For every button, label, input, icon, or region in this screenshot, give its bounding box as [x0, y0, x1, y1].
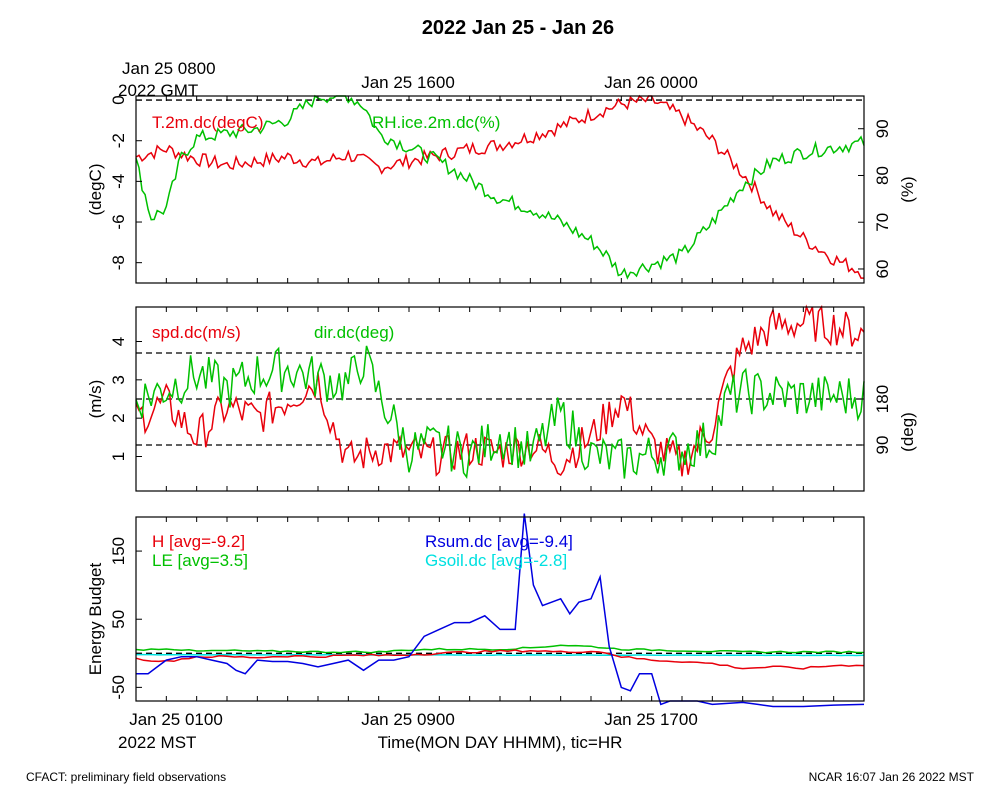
series-label-humidity: RH.ice.2m.dc(%) [372, 113, 500, 132]
y-tick-label: 2 [109, 413, 128, 422]
series-line-t-2m-dc-degc [135, 94, 864, 279]
y-tick-label: 1 [109, 452, 128, 461]
series-label-temperature: T.2m.dc(degC) [152, 113, 263, 132]
bottom-axis-tick-label: Jan 25 0100 [129, 710, 223, 729]
series-line-h [135, 649, 865, 670]
y-tick-label: -50 [109, 675, 128, 700]
y-tick-label-right: 180 [873, 385, 892, 413]
footer-right-note: NCAR 16:07 Jan 26 2022 MST [809, 770, 975, 784]
bottom-axis-tick-label: Jan 25 0900 [361, 710, 455, 729]
series-line-gsoil-dc [136, 653, 865, 657]
top-axis-start-label: Jan 25 0800 [122, 59, 216, 78]
series-line-le [135, 644, 864, 654]
y-tick-label-right: 90 [873, 119, 892, 138]
y-tick-label: 3 [109, 375, 128, 384]
y-tick-label: 4 [109, 337, 128, 346]
legend-entry-le: LE [avg=3.5] [152, 551, 248, 570]
wind-panel: 4 3 2 1 180 90 (m/s) (deg) [86, 304, 917, 492]
y-axis-label-right: (deg) [898, 412, 917, 452]
chart-title: 2022 Jan 25 - Jan 26 [422, 17, 614, 39]
y-tick-label: -6 [109, 214, 128, 229]
legend-entry-gsoil: Gsoil.dc [avg=-2.8] [425, 551, 567, 570]
series-line-spd-dc-m-s [135, 304, 865, 477]
bottom-axis-tick-label: Jan 25 1700 [604, 710, 698, 729]
y-tick-label: 150 [109, 537, 128, 565]
y-tick-label: 50 [109, 610, 128, 629]
y-tick-label-right: 80 [873, 166, 892, 185]
y-tick-label: -2 [109, 133, 128, 148]
bottom-axis-year-label: 2022 MST [118, 733, 196, 752]
temperature-humidity-panel: 0 -2 -4 -6 -8 90 80 70 60 (degC) (%) [86, 94, 917, 284]
y-axis-label-right: (%) [898, 176, 917, 202]
y-tick-label: -4 [109, 174, 128, 189]
y-tick-label: -8 [109, 255, 128, 270]
legend-entry-rsum: Rsum.dc [avg=-9.4] [425, 532, 573, 551]
top-axis-tick-label: Jan 25 1600 [361, 73, 455, 92]
series-label-wind-direction: dir.dc(deg) [314, 323, 394, 342]
series-line-rh-ice-2m-dc [135, 94, 865, 280]
y-tick-label-right: 70 [873, 213, 892, 232]
series-line-dir-dc-deg [135, 345, 865, 480]
top-axis-year-label: 2022 GMT [118, 81, 198, 100]
y-axis-label: (m/s) [86, 380, 105, 419]
y-axis-label: (degC) [86, 164, 105, 216]
y-axis-label: Energy Budget [86, 562, 105, 675]
y-tick-label-right: 60 [873, 260, 892, 279]
y-tick-label-right: 90 [873, 436, 892, 455]
legend-entry-h: H [avg=-9.2] [152, 532, 245, 551]
series-label-wind-speed: spd.dc(m/s) [152, 323, 241, 342]
top-axis-tick-label: Jan 26 0000 [604, 73, 698, 92]
footer-left-note: CFACT: preliminary field observations [26, 770, 226, 784]
x-axis-label: Time(MON DAY HHMM), tic=HR [378, 733, 623, 752]
y-tick-label: 0 [109, 95, 128, 104]
